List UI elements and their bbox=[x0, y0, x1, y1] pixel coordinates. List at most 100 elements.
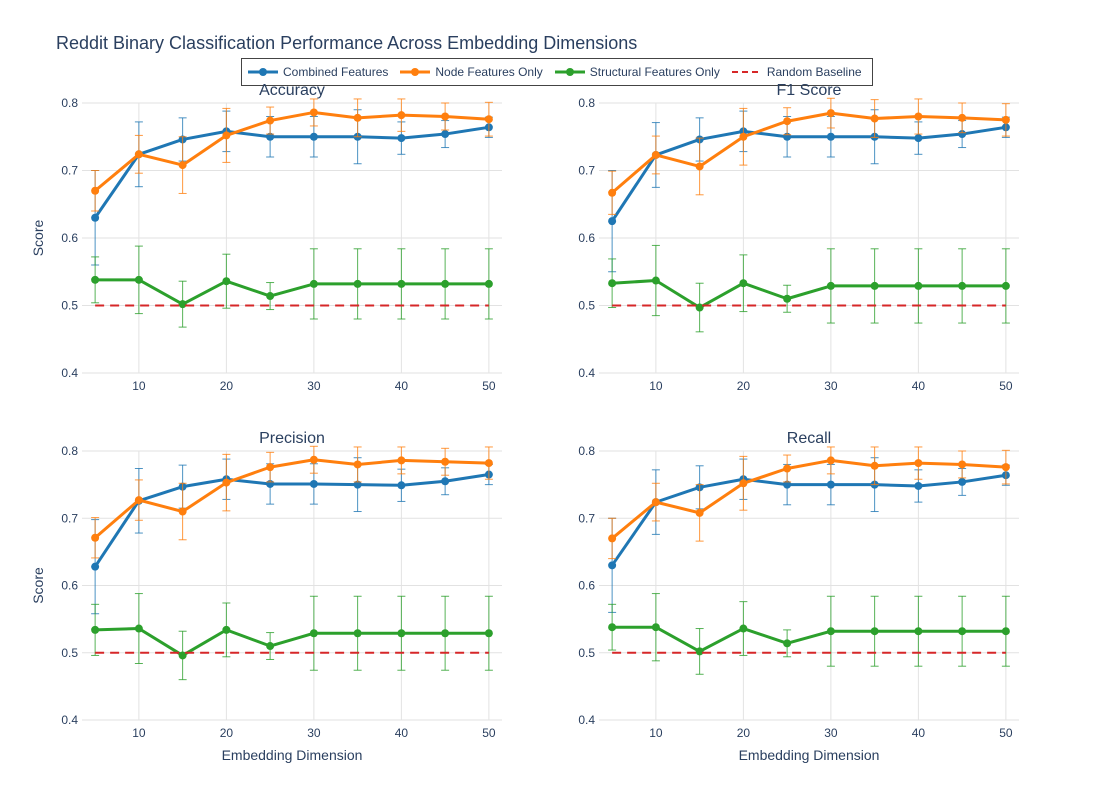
data-point[interactable] bbox=[441, 279, 450, 288]
data-point[interactable] bbox=[397, 481, 406, 490]
data-point[interactable] bbox=[484, 279, 493, 288]
data-point[interactable] bbox=[651, 623, 660, 632]
data-point[interactable] bbox=[914, 627, 923, 636]
data-point[interactable] bbox=[91, 625, 100, 634]
data-point[interactable] bbox=[826, 480, 835, 489]
data-point[interactable] bbox=[651, 150, 660, 159]
legend-item-baseline[interactable]: Random Baseline bbox=[731, 65, 862, 79]
data-point[interactable] bbox=[914, 134, 923, 143]
data-point[interactable] bbox=[178, 300, 187, 309]
data-point[interactable] bbox=[309, 629, 318, 638]
data-point[interactable] bbox=[397, 456, 406, 465]
data-point[interactable] bbox=[695, 303, 704, 312]
data-point[interactable] bbox=[958, 460, 967, 469]
data-point[interactable] bbox=[695, 647, 704, 656]
data-point[interactable] bbox=[608, 188, 617, 197]
data-point[interactable] bbox=[783, 639, 792, 648]
data-point[interactable] bbox=[958, 113, 967, 122]
data-point[interactable] bbox=[608, 623, 617, 632]
data-point[interactable] bbox=[441, 457, 450, 466]
data-point[interactable] bbox=[353, 279, 362, 288]
data-point[interactable] bbox=[608, 279, 617, 288]
data-point[interactable] bbox=[739, 624, 748, 633]
data-point[interactable] bbox=[266, 642, 275, 651]
data-point[interactable] bbox=[222, 625, 231, 634]
data-point[interactable] bbox=[783, 464, 792, 473]
data-point[interactable] bbox=[608, 217, 617, 226]
data-point[interactable] bbox=[91, 186, 100, 195]
data-point[interactable] bbox=[695, 508, 704, 517]
data-point[interactable] bbox=[134, 275, 143, 284]
data-point[interactable] bbox=[1001, 281, 1010, 290]
data-point[interactable] bbox=[353, 460, 362, 469]
data-point[interactable] bbox=[266, 463, 275, 472]
data-point[interactable] bbox=[826, 456, 835, 465]
data-point[interactable] bbox=[914, 281, 923, 290]
data-point[interactable] bbox=[1001, 627, 1010, 636]
data-point[interactable] bbox=[958, 130, 967, 139]
data-point[interactable] bbox=[309, 132, 318, 141]
data-point[interactable] bbox=[353, 629, 362, 638]
data-point[interactable] bbox=[695, 162, 704, 171]
data-point[interactable] bbox=[397, 111, 406, 120]
data-point[interactable] bbox=[914, 481, 923, 490]
data-point[interactable] bbox=[91, 213, 100, 222]
data-point[interactable] bbox=[91, 533, 100, 542]
data-point[interactable] bbox=[958, 281, 967, 290]
data-point[interactable] bbox=[178, 651, 187, 660]
data-point[interactable] bbox=[397, 134, 406, 143]
data-point[interactable] bbox=[608, 534, 617, 543]
data-point[interactable] bbox=[870, 461, 879, 470]
data-point[interactable] bbox=[441, 130, 450, 139]
data-point[interactable] bbox=[91, 562, 100, 571]
data-point[interactable] bbox=[178, 507, 187, 516]
data-point[interactable] bbox=[178, 161, 187, 170]
data-point[interactable] bbox=[783, 480, 792, 489]
data-point[interactable] bbox=[353, 113, 362, 122]
legend-item-structural[interactable]: Structural Features Only bbox=[554, 65, 720, 79]
data-point[interactable] bbox=[914, 112, 923, 121]
data-point[interactable] bbox=[309, 108, 318, 117]
data-point[interactable] bbox=[309, 279, 318, 288]
data-point[interactable] bbox=[958, 627, 967, 636]
data-point[interactable] bbox=[1001, 115, 1010, 124]
data-point[interactable] bbox=[484, 629, 493, 638]
data-point[interactable] bbox=[266, 116, 275, 125]
data-point[interactable] bbox=[397, 279, 406, 288]
data-point[interactable] bbox=[441, 477, 450, 486]
data-point[interactable] bbox=[484, 459, 493, 468]
data-point[interactable] bbox=[870, 114, 879, 123]
data-point[interactable] bbox=[608, 561, 617, 570]
data-point[interactable] bbox=[441, 112, 450, 121]
data-point[interactable] bbox=[309, 455, 318, 464]
data-point[interactable] bbox=[826, 281, 835, 290]
data-point[interactable] bbox=[484, 115, 493, 124]
data-point[interactable] bbox=[914, 459, 923, 468]
data-point[interactable] bbox=[739, 479, 748, 488]
data-point[interactable] bbox=[958, 477, 967, 486]
data-point[interactable] bbox=[1001, 463, 1010, 472]
data-point[interactable] bbox=[870, 281, 879, 290]
data-point[interactable] bbox=[134, 496, 143, 505]
data-point[interactable] bbox=[826, 132, 835, 141]
data-point[interactable] bbox=[222, 277, 231, 286]
data-point[interactable] bbox=[826, 109, 835, 118]
data-point[interactable] bbox=[783, 294, 792, 303]
data-point[interactable] bbox=[651, 498, 660, 507]
data-point[interactable] bbox=[397, 629, 406, 638]
data-point[interactable] bbox=[134, 624, 143, 633]
data-point[interactable] bbox=[266, 132, 275, 141]
legend-item-node[interactable]: Node Features Only bbox=[400, 65, 543, 79]
data-point[interactable] bbox=[91, 275, 100, 284]
data-point[interactable] bbox=[739, 132, 748, 141]
data-point[interactable] bbox=[651, 276, 660, 285]
data-point[interactable] bbox=[783, 117, 792, 126]
data-point[interactable] bbox=[309, 479, 318, 488]
data-point[interactable] bbox=[870, 627, 879, 636]
data-point[interactable] bbox=[826, 627, 835, 636]
data-point[interactable] bbox=[266, 292, 275, 301]
legend-item-combined[interactable]: Combined Features bbox=[248, 65, 388, 79]
data-point[interactable] bbox=[222, 131, 231, 140]
data-point[interactable] bbox=[739, 279, 748, 288]
data-point[interactable] bbox=[441, 629, 450, 638]
